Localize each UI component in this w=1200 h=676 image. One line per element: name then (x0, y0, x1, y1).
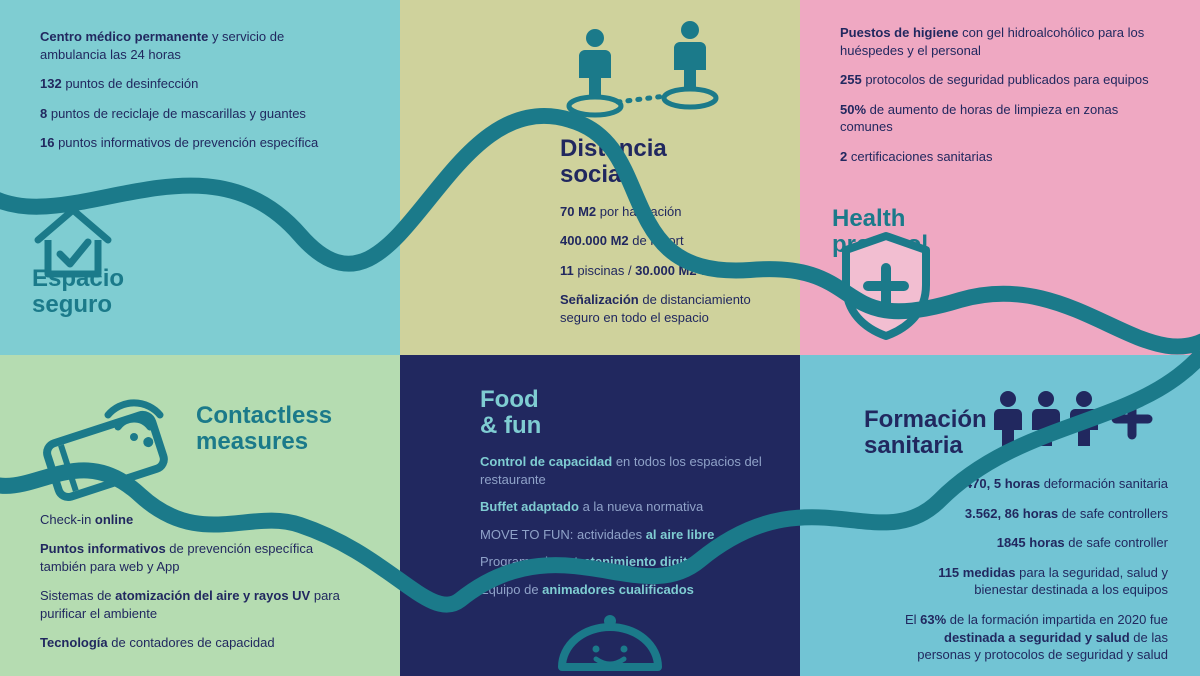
panel-item: MOVE TO FUN: actividades al aire libre (480, 526, 768, 544)
panel-item: 1.470, 5 horas deformación sanitaria (890, 475, 1168, 493)
panel-item: Sistemas de atomización del aire y rayos… (40, 587, 360, 622)
panel-title: Distanciasocial (560, 136, 768, 189)
panel-p0: EspacioseguroCentro médico permanente y … (0, 0, 400, 355)
panel-item: 132 puntos de desinfección (40, 75, 340, 93)
panel-items: Puestos de higiene con gel hidroalcohóli… (840, 24, 1150, 165)
panel-items: Check-in online Puntos informativos de pr… (40, 511, 360, 652)
food-cloche-icon (550, 609, 670, 676)
panel-p2: HealthprotocolPuestos de higiene con gel… (800, 0, 1200, 355)
panel-item: Equipo de animadores cualificados (480, 581, 768, 599)
panel-item: Control de capacidad en todos los espaci… (480, 453, 768, 488)
panel-p3: Contactlessmeasures Check-in online Puntos… (0, 355, 400, 676)
panel-item: 255 protocolos de seguridad publicados p… (840, 71, 1150, 89)
panel-items: 70 M2 por habitación 400.000 M2 de resort… (560, 203, 768, 327)
panel-items: 1.470, 5 horas deformación sanitaria 3.56… (890, 475, 1168, 663)
panel-item: 11 piscinas / 30.000 M2 de piscinas (560, 262, 768, 280)
panel-items: Centro médico permanente y servicio de a… (40, 28, 340, 152)
house-check-icon (28, 202, 118, 287)
panel-item: Tecnología de contadores de capacidad (40, 634, 360, 652)
panel-item: Puntos informativos de prevención especí… (40, 540, 360, 575)
panel-item: Buffet adaptado a la nueva normativa (480, 498, 768, 516)
panel-item: 1845 horas de safe controller (890, 534, 1168, 552)
panel-item: 70 M2 por habitación (560, 203, 768, 221)
panel-items: Control de capacidad en todos los espaci… (480, 453, 768, 598)
panel-title: Contactlessmeasures (196, 403, 332, 456)
people-plus-icon (990, 389, 1160, 454)
panel-item: 2 certificaciones sanitarias (840, 148, 1150, 166)
panel-item: Puestos de higiene con gel hidroalcohóli… (840, 24, 1150, 59)
panel-item: Programa de entretenimiento digital (480, 553, 768, 571)
panel-p1: Distanciasocial 70 M2 por habitación 400.0… (400, 0, 800, 355)
panel-item: 400.000 M2 de resort (560, 232, 768, 250)
shield-plus-icon (836, 230, 936, 345)
panel-item: El 63% de la formación impartida en 2020… (890, 611, 1168, 664)
panel-item: 16 puntos informativos de prevención esp… (40, 134, 340, 152)
social-distance-icon (560, 20, 740, 125)
panel-item: 8 puntos de reciclaje de mascarillas y g… (40, 105, 340, 123)
infographic-grid: EspacioseguroCentro médico permanente y … (0, 0, 1200, 676)
panel-title: Food& fun (480, 387, 768, 440)
panel-p4: Food& fun Control de capacidad en todos l… (400, 355, 800, 676)
panel-item: Centro médico permanente y servicio de a… (40, 28, 340, 63)
panel-item: 3.562, 86 horas de safe controllers (890, 505, 1168, 523)
panel-item: Señalización de distanciamiento seguro e… (560, 291, 768, 326)
phone-wifi-icon (22, 385, 192, 510)
panel-item: 50% de aumento de horas de limpieza en z… (840, 101, 1150, 136)
panel-item: Check-in online (40, 511, 360, 529)
panel-p5: Formaciónsanitaria1.470, 5 horas deforma… (800, 355, 1200, 676)
panel-item: 115 medidas para la seguridad, salud y b… (890, 564, 1168, 599)
